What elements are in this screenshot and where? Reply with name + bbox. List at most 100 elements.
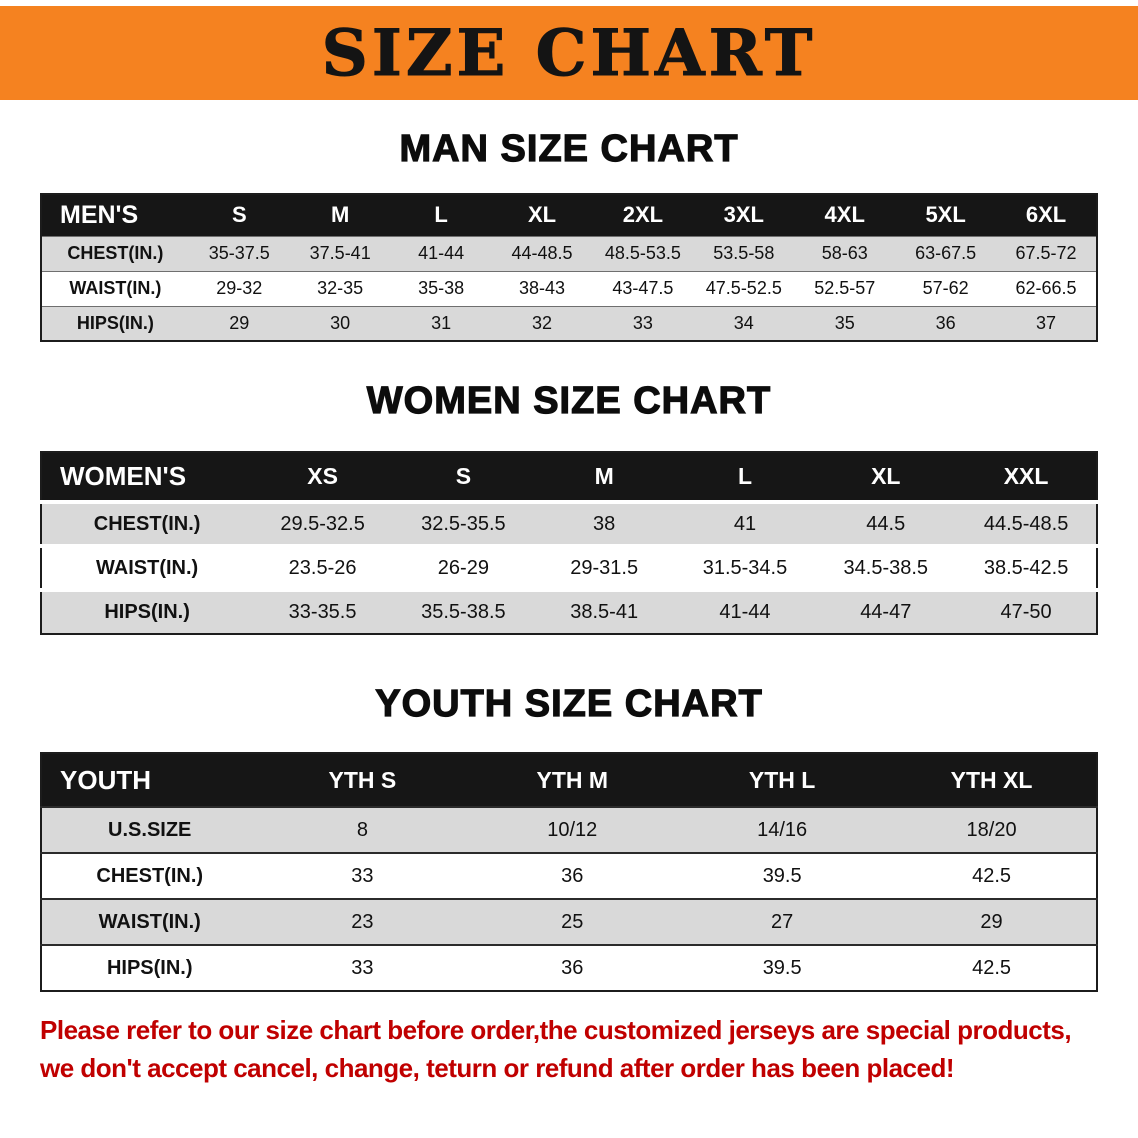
table-title-cell: MEN'S [60, 200, 139, 229]
size-value-cell: 37 [1036, 312, 1057, 333]
size-column-header: XS [307, 463, 338, 489]
men-section-heading: MAN SIZE CHART [399, 127, 739, 170]
size-value-cell: 39.5 [762, 956, 802, 979]
size-column-header: L [434, 202, 448, 228]
measure-label-cell: HIPS(IN.) [76, 312, 154, 333]
size-value-cell: 67.5-72 [1015, 243, 1077, 263]
table-title-cell: WOMEN'S [60, 461, 187, 491]
disclaimer-line-2: we don't accept cancel, change, teturn o… [40, 1052, 955, 1083]
table-row: WAIST(IN.) 23.5-26 26-29 29-31.5 31.5-34.5 34… [41, 546, 1097, 590]
size-column-header: XL [527, 202, 557, 228]
size-value-cell: 34.5-38.5 [843, 556, 929, 579]
table-row: U.S.SIZE 8 10/12 14/16 18/20 [41, 807, 1097, 853]
disclaimer-note: Please refer to our size chart before or… [40, 1012, 1138, 1087]
size-value-cell: 31.5-34.5 [702, 556, 788, 579]
size-column-header: YTH M [536, 766, 609, 793]
size-value-cell: 33 [632, 312, 653, 333]
section-youth: YOUTH SIZE CHART YOUTH YTH S YTH M YTH L YTH… [0, 682, 1138, 992]
size-value-cell: 47.5-52.5 [705, 278, 782, 298]
measure-label-cell: CHEST(IN.) [93, 512, 201, 535]
size-value-cell: 23.5-26 [288, 556, 357, 579]
youth-size-table: YOUTH YTH S YTH M YTH L YTH XL U.S.SIZE 8 10/12… [40, 752, 1098, 992]
size-value-cell: 29-32 [216, 278, 263, 298]
size-value-cell: 44.5 [866, 512, 906, 535]
size-value-cell: 39.5 [762, 864, 802, 887]
size-column-header: 5XL [925, 202, 966, 228]
size-column-header: M [331, 202, 350, 228]
youth-section-heading: YOUTH SIZE CHART [375, 682, 763, 725]
size-column-header: YTH L [748, 766, 816, 793]
measure-label-cell: CHEST(IN.) [67, 243, 164, 263]
table-row: CHEST(IN.) 33 36 39.5 42.5 [41, 853, 1097, 899]
size-value-cell: 38 [593, 512, 616, 535]
size-value-cell: 58-63 [821, 243, 868, 263]
size-value-cell: 18/20 [966, 818, 1017, 841]
table-row: WAIST(IN.) 23 25 27 29 [41, 899, 1097, 945]
size-value-cell: 44.5-48.5 [983, 512, 1069, 535]
section-women: WOMEN SIZE CHART WOMEN'S XS S M L XL XXL CHEST(… [0, 379, 1138, 635]
size-value-cell: 57-62 [922, 278, 969, 298]
size-column-header: S [455, 463, 472, 489]
table-header-row: YOUTH YTH S YTH M YTH L YTH XL [41, 753, 1097, 807]
size-value-cell: 33 [351, 956, 374, 979]
size-value-cell: 8 [356, 818, 368, 841]
size-value-cell: 27 [771, 910, 794, 933]
size-value-cell: 36 [561, 864, 584, 887]
size-value-cell: 35-37.5 [208, 243, 270, 263]
size-value-cell: 33-35.5 [288, 601, 357, 623]
size-column-header: 3XL [723, 202, 764, 228]
size-column-header: 2XL [622, 202, 664, 228]
table-row: CHEST(IN.) 35-37.5 37.5-41 41-44 44-48.5 48.5… [41, 236, 1097, 271]
table-header-row: WOMEN'S XS S M L XL XXL [41, 452, 1097, 502]
table-row: HIPS(IN.) 33 36 39.5 42.5 [41, 945, 1097, 991]
table-row: HIPS(IN.) 29 30 31 32 33 34 35 36 37 [41, 306, 1097, 341]
size-column-header: S [231, 202, 247, 228]
size-value-cell: 31 [431, 312, 452, 333]
measure-label-cell: U.S.SIZE [108, 818, 192, 841]
disclaimer-line-1: Please refer to our size chart before or… [40, 1015, 1072, 1045]
size-value-cell: 36 [561, 956, 584, 979]
size-column-header: 4XL [824, 202, 865, 228]
size-value-cell: 44-47 [860, 601, 912, 623]
size-value-cell: 38.5-41 [570, 601, 639, 623]
size-value-cell: 35.5-38.5 [421, 601, 506, 623]
size-value-cell: 52.5-57 [814, 278, 876, 298]
size-value-cell: 32 [531, 312, 553, 333]
size-value-cell: 26-29 [437, 556, 489, 579]
size-column-header: XL [871, 463, 901, 489]
size-value-cell: 41-44 [418, 243, 465, 263]
size-value-cell: 32-35 [317, 278, 364, 298]
size-value-cell: 38.5-42.5 [983, 556, 1069, 579]
size-column-header: M [594, 463, 614, 489]
size-value-cell: 43-47.5 [612, 278, 674, 298]
table-row: HIPS(IN.) 33-35.5 35.5-38.5 38.5-41 41-44 44-… [41, 590, 1097, 634]
size-value-cell: 41 [733, 512, 757, 535]
size-value-cell: 35-38 [418, 278, 465, 298]
measure-label-cell: WAIST(IN.) [98, 910, 201, 933]
measure-label-cell: HIPS(IN.) [104, 601, 190, 623]
size-value-cell: 47-50 [1000, 601, 1052, 623]
table-header-row: MEN'S S M L XL 2XL 3XL 4XL 5XL 6XL [41, 194, 1097, 236]
table-title-cell: YOUTH [60, 764, 151, 795]
size-value-cell: 10/12 [547, 818, 598, 841]
size-column-header: 6XL [1025, 202, 1067, 228]
banner: SIZE CHART [0, 6, 1138, 100]
size-value-cell: 48.5-53.5 [604, 243, 681, 263]
table-row: WAIST(IN.) 29-32 32-35 35-38 38-43 43-47.5 47.… [41, 271, 1097, 306]
measure-label-cell: CHEST(IN.) [96, 864, 204, 887]
size-value-cell: 33 [351, 864, 374, 887]
measure-label-cell: WAIST(IN.) [95, 556, 199, 579]
size-value-cell: 42.5 [972, 864, 1012, 887]
size-value-cell: 36 [935, 312, 956, 333]
page-title: SIZE CHART [321, 15, 817, 91]
table-row: CHEST(IN.) 29.5-32.5 32.5-35.5 38 41 44.5 44.5… [41, 502, 1097, 546]
size-value-cell: 29 [980, 910, 1003, 933]
size-column-header: YTH XL [950, 766, 1033, 793]
measure-label-cell: WAIST(IN.) [69, 278, 162, 298]
size-value-cell: 29.5-32.5 [280, 512, 365, 535]
size-value-cell: 41-44 [719, 601, 771, 623]
size-value-cell: 29 [229, 312, 250, 333]
size-value-cell: 42.5 [972, 956, 1012, 979]
size-column-header: YTH S [328, 766, 397, 793]
size-value-cell: 30 [330, 312, 351, 333]
